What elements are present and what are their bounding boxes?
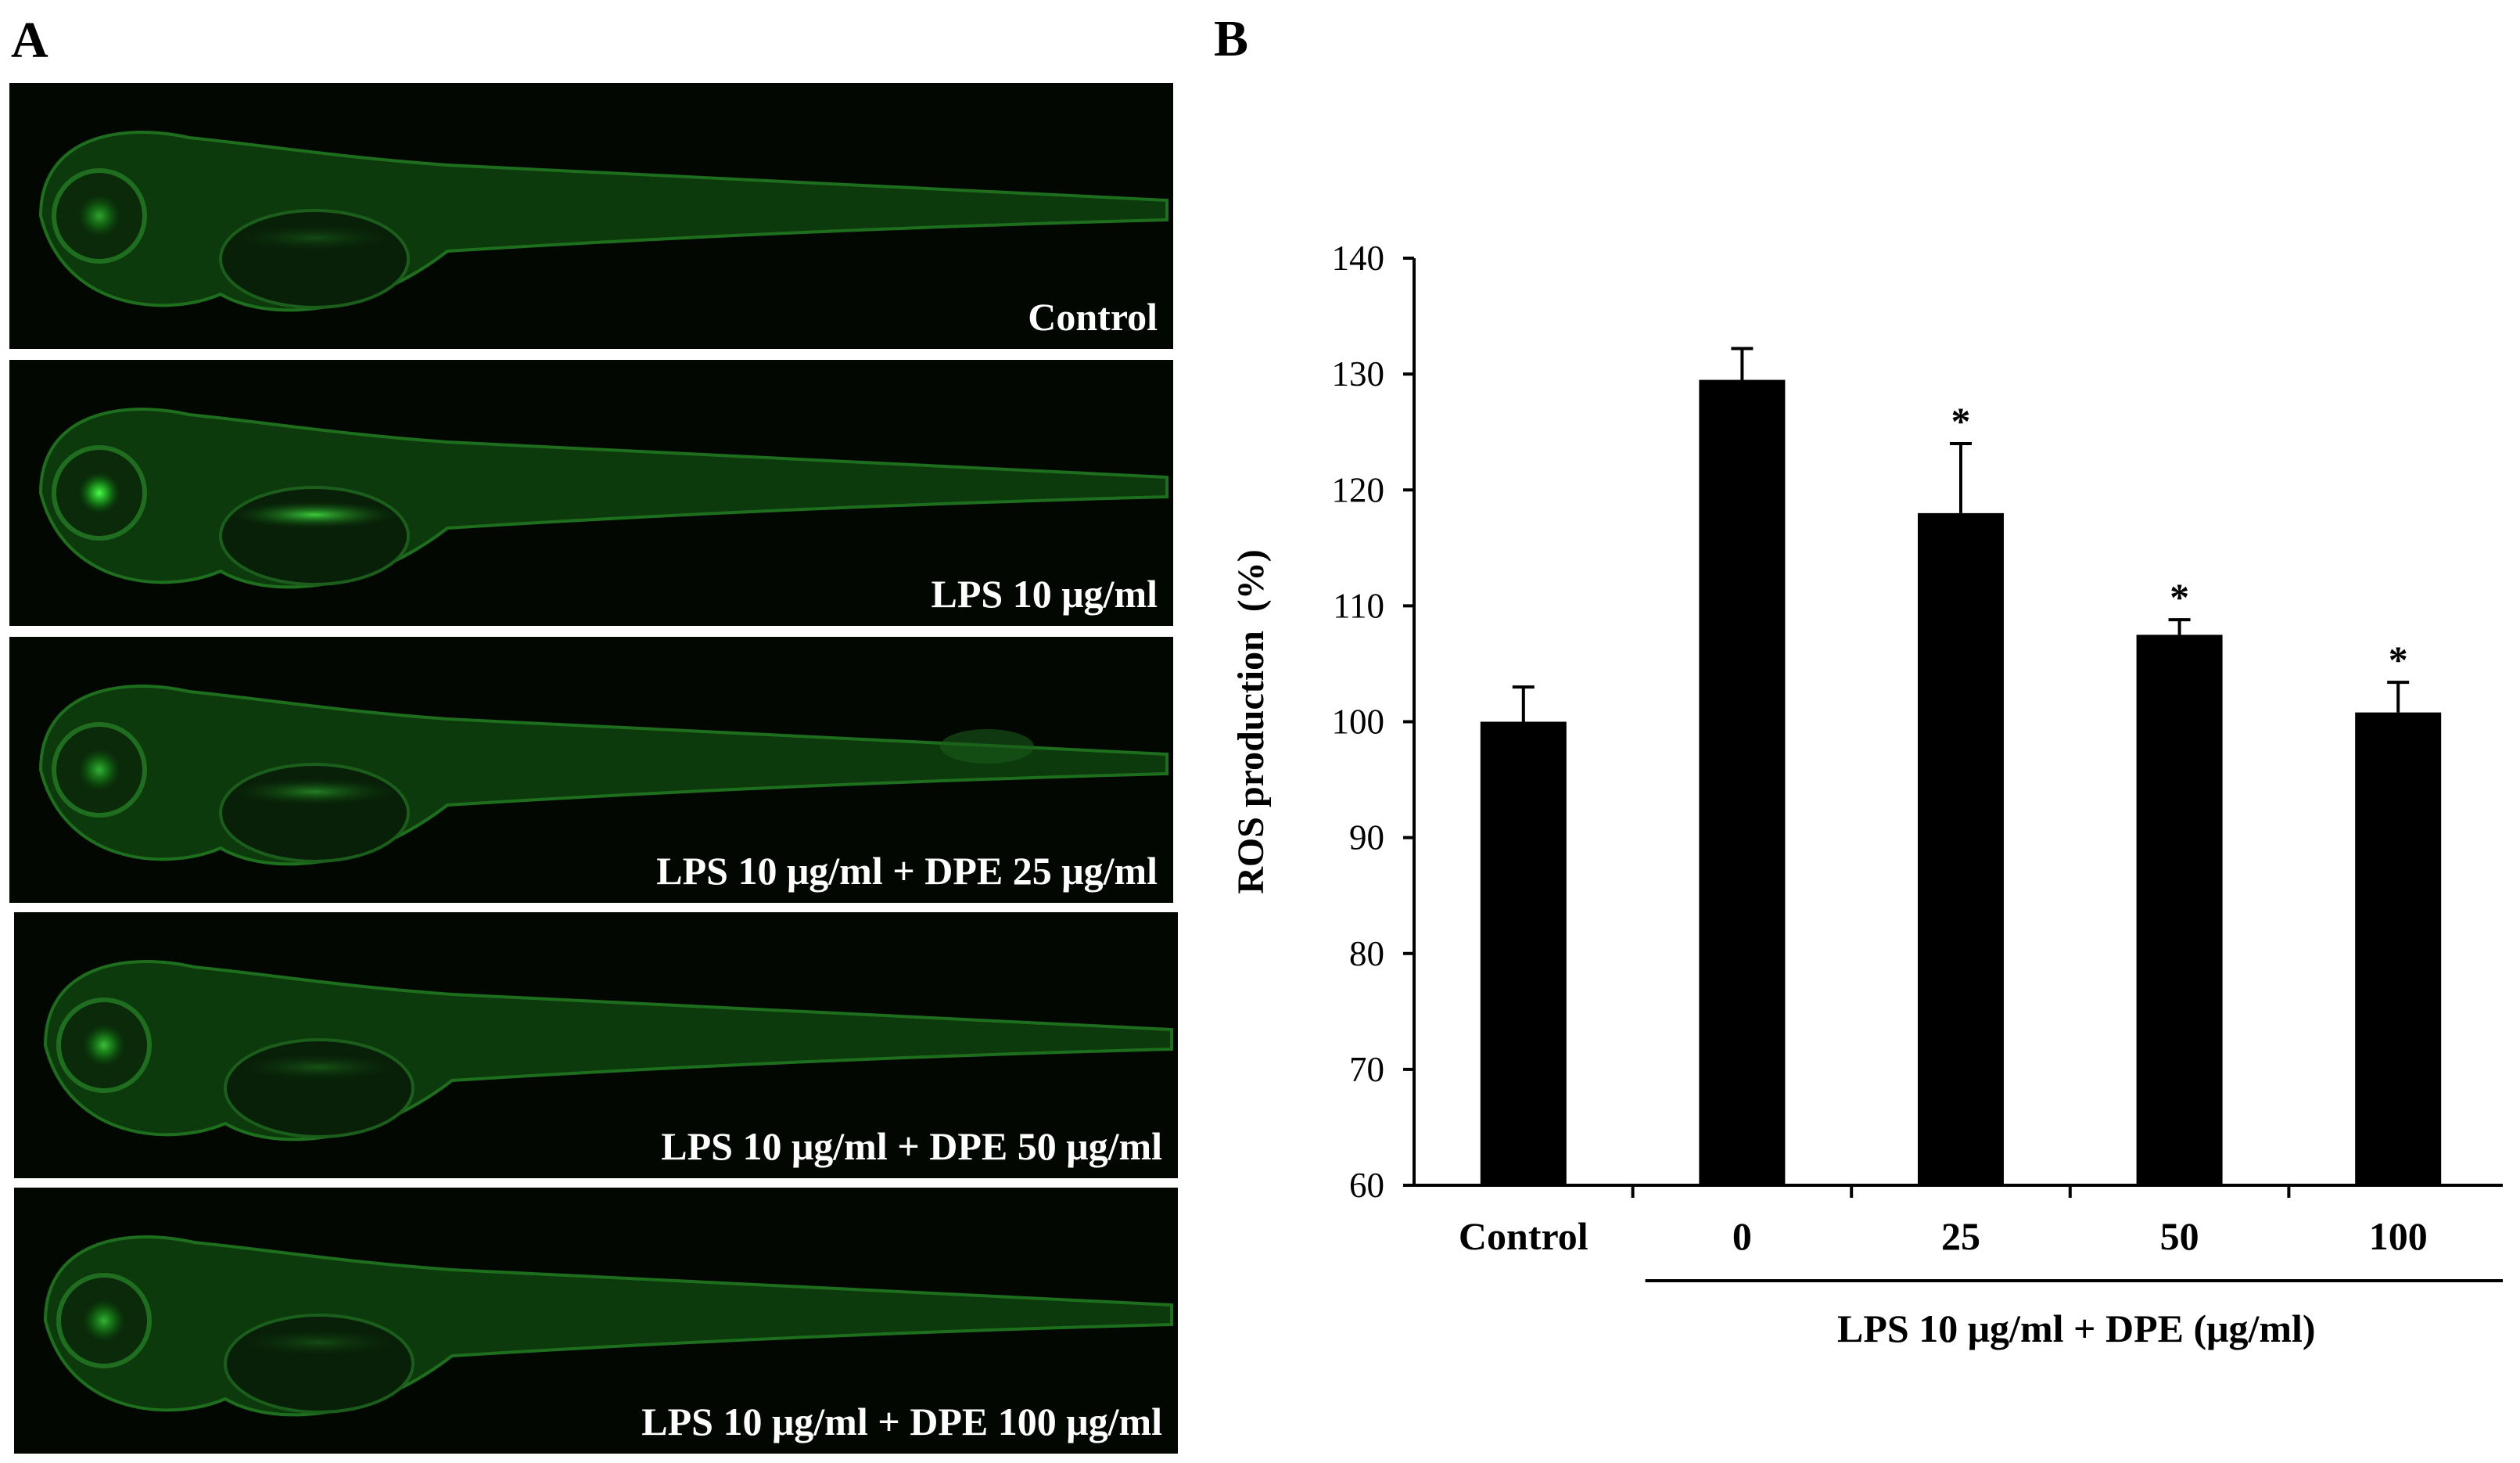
fish-image-label: LPS 10 μg/ml + DPE 100 μg/ml xyxy=(641,1400,1162,1443)
fish-image-4: LPS 10 μg/ml + DPE 50 μg/ml xyxy=(14,912,1178,1178)
zebrafish-larva xyxy=(38,408,1168,589)
fish-gut-signal xyxy=(228,224,400,252)
y-tick-label: 90 xyxy=(1349,818,1384,857)
category-label: 50 xyxy=(2160,1214,2199,1258)
fish-body xyxy=(43,960,1173,1141)
fish-image-5: LPS 10 μg/ml + DPE 100 μg/ml xyxy=(14,1188,1178,1454)
fish-tail-signal xyxy=(940,729,1034,764)
fish-image-1: Control xyxy=(9,83,1173,349)
fish-body xyxy=(38,685,1168,866)
y-tick-label: 80 xyxy=(1349,934,1384,973)
bar xyxy=(1918,512,2004,1185)
category-label: Control xyxy=(1459,1214,1588,1258)
fish-image-3: LPS 10 μg/ml + DPE 25 μg/ml xyxy=(9,637,1173,903)
fish-eye-signal xyxy=(84,1025,124,1066)
y-tick-label: 130 xyxy=(1332,354,1385,394)
fish-body xyxy=(43,1235,1173,1417)
y-tick-label: 140 xyxy=(1332,239,1385,278)
category-label: 100 xyxy=(2369,1214,2428,1258)
y-tick-label: 100 xyxy=(1332,703,1385,742)
category-label: 0 xyxy=(1732,1214,1752,1258)
y-tick-label: 110 xyxy=(1333,586,1384,625)
fish-gut-signal xyxy=(233,1328,405,1357)
fish-eye-signal xyxy=(79,196,120,236)
panel-letter-b: B xyxy=(1214,10,1249,67)
y-tick-label: 60 xyxy=(1349,1166,1384,1205)
fish-eye-signal xyxy=(79,749,120,790)
panel-letter-a: A xyxy=(11,12,48,69)
fish-eye-signal xyxy=(79,473,120,513)
fish-gut-signal xyxy=(228,501,400,529)
bar xyxy=(1699,379,1786,1185)
fish-image-label: LPS 10 μg/ml + DPE 25 μg/ml xyxy=(656,849,1158,893)
group-label: LPS 10 μg/ml + DPE (μg/ml) xyxy=(1837,1307,2316,1350)
bar xyxy=(2136,634,2223,1185)
significance-marker: * xyxy=(2389,638,2408,681)
fish-eye-signal xyxy=(84,1300,124,1341)
zebrafish-larva xyxy=(38,685,1168,866)
significance-marker: * xyxy=(2170,575,2189,619)
fish-image-label: Control xyxy=(1028,295,1158,339)
fish-image-label: LPS 10 μg/ml + DPE 50 μg/ml xyxy=(661,1124,1162,1168)
fish-gut-signal xyxy=(228,778,400,806)
y-axis-title: ROS production (%) xyxy=(1230,549,1272,894)
y-tick-label: 120 xyxy=(1332,470,1385,509)
bar xyxy=(1480,721,1567,1185)
zebrafish-larva xyxy=(43,960,1173,1141)
fish-body xyxy=(38,131,1168,312)
fish-gut-signal xyxy=(233,1053,405,1081)
zebrafish-larva xyxy=(38,131,1168,312)
fish-image-label: LPS 10 μg/ml xyxy=(931,572,1158,616)
fish-body xyxy=(38,408,1168,589)
ros-bar-chart: 60 70 80 90 100 110 120 130 140 Control 0 * 25 * 50 * 10… xyxy=(1230,239,2503,1350)
significance-marker: * xyxy=(1951,399,1971,443)
y-tick-label: 70 xyxy=(1349,1050,1384,1089)
zebrafish-larva xyxy=(43,1235,1173,1417)
fish-image-2: LPS 10 μg/ml xyxy=(9,360,1173,626)
bar xyxy=(2355,712,2442,1185)
category-label: 25 xyxy=(1941,1214,1980,1258)
